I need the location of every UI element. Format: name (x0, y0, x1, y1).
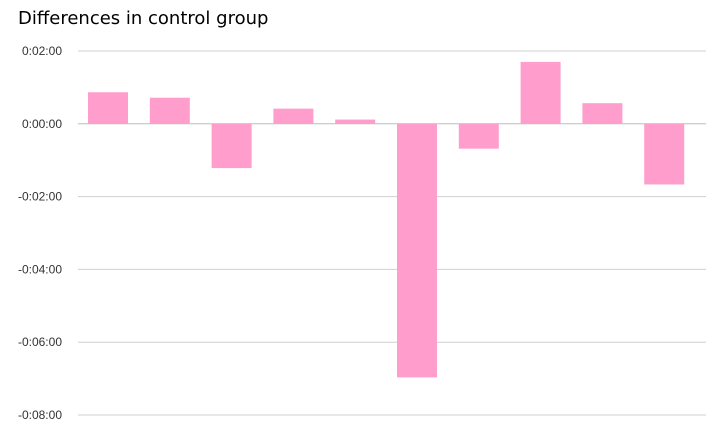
y-tick-label: 0:00:00 (22, 117, 62, 131)
bars (88, 61, 685, 378)
bar (335, 119, 376, 124)
gridlines (78, 50, 706, 416)
bar (273, 108, 314, 124)
y-axis-tick-labels: 0:02:00 0:00:00 -0:02:00 -0:04:00 -0:06:00 -0… (18, 44, 62, 422)
y-tick-label: -0:06:00 (18, 335, 62, 349)
y-tick-label: -0:02:00 (18, 190, 62, 204)
bar (211, 123, 252, 169)
bar (520, 61, 561, 124)
bar (644, 123, 685, 185)
y-tick-label: -0:08:00 (18, 408, 62, 422)
y-tick-label: -0:04:00 (18, 262, 62, 276)
bar (149, 97, 190, 124)
chart-title: Differences in control group (18, 8, 269, 29)
bar (397, 123, 437, 378)
y-tick-label: 0:02:00 (22, 44, 62, 58)
bar (88, 92, 128, 124)
bar (458, 123, 499, 149)
bar (582, 103, 623, 124)
